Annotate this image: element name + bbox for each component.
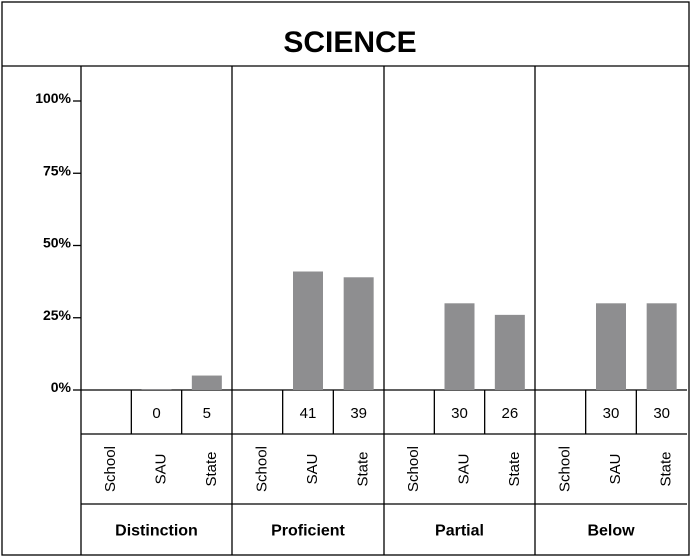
subgroup-label: School [253,446,270,492]
subgroup-label: School [102,446,119,492]
category-labels: Distinction Proficient Partial Below [115,523,635,540]
subgroup-label: SAU [304,454,321,485]
value-label: 41 [300,405,317,422]
bars [141,271,677,390]
bar-proficient-sau [293,271,323,390]
value-label: 39 [350,405,367,422]
value-label: 30 [451,405,468,422]
subgroup-label: State [506,451,523,486]
value-label: 30 [653,405,670,422]
y-tick-label: 0% [51,379,72,395]
y-axis: 0% 25% 50% 75% 100% [35,90,81,395]
subgroup-label: SAU [153,454,170,485]
bar-below-state [646,303,677,390]
subgroup-label: State [203,451,220,486]
y-tick-label: 50% [43,235,72,251]
bar-proficient-state [343,277,374,390]
subgroup-label: SAU [456,454,473,485]
subgroup-label: State [658,451,675,486]
subgroup-label: SAU [607,454,624,485]
y-tick-label: 25% [43,307,72,323]
category-label: Distinction [115,523,198,540]
value-label: 5 [203,405,211,422]
value-label: 30 [603,405,620,422]
subgroup-label: School [556,446,573,492]
bar-partial-state [494,314,525,390]
subgroup-label: State [355,451,372,486]
category-label: Below [587,523,635,540]
bar-below-sau [596,303,626,390]
subgroup-labels: School SAU State School SAU State School SAU Sta… [102,446,675,492]
bar-partial-sau [444,303,475,390]
value-label: 0 [152,405,160,422]
y-tick-label: 100% [35,90,71,106]
subgroup-label: School [405,446,422,492]
y-tick-label: 75% [43,162,72,178]
chart-title: SCIENCE [283,26,416,59]
bar-distinction-sau [141,389,172,390]
value-label: 26 [501,405,518,422]
value-row: 0 41 30 30 5 39 26 30 [152,405,670,422]
category-label: Partial [435,523,484,540]
bar-distinction-state [191,375,222,390]
category-label: Proficient [271,523,345,540]
